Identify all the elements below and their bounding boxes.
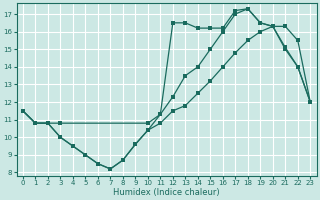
X-axis label: Humidex (Indice chaleur): Humidex (Indice chaleur)	[113, 188, 220, 197]
